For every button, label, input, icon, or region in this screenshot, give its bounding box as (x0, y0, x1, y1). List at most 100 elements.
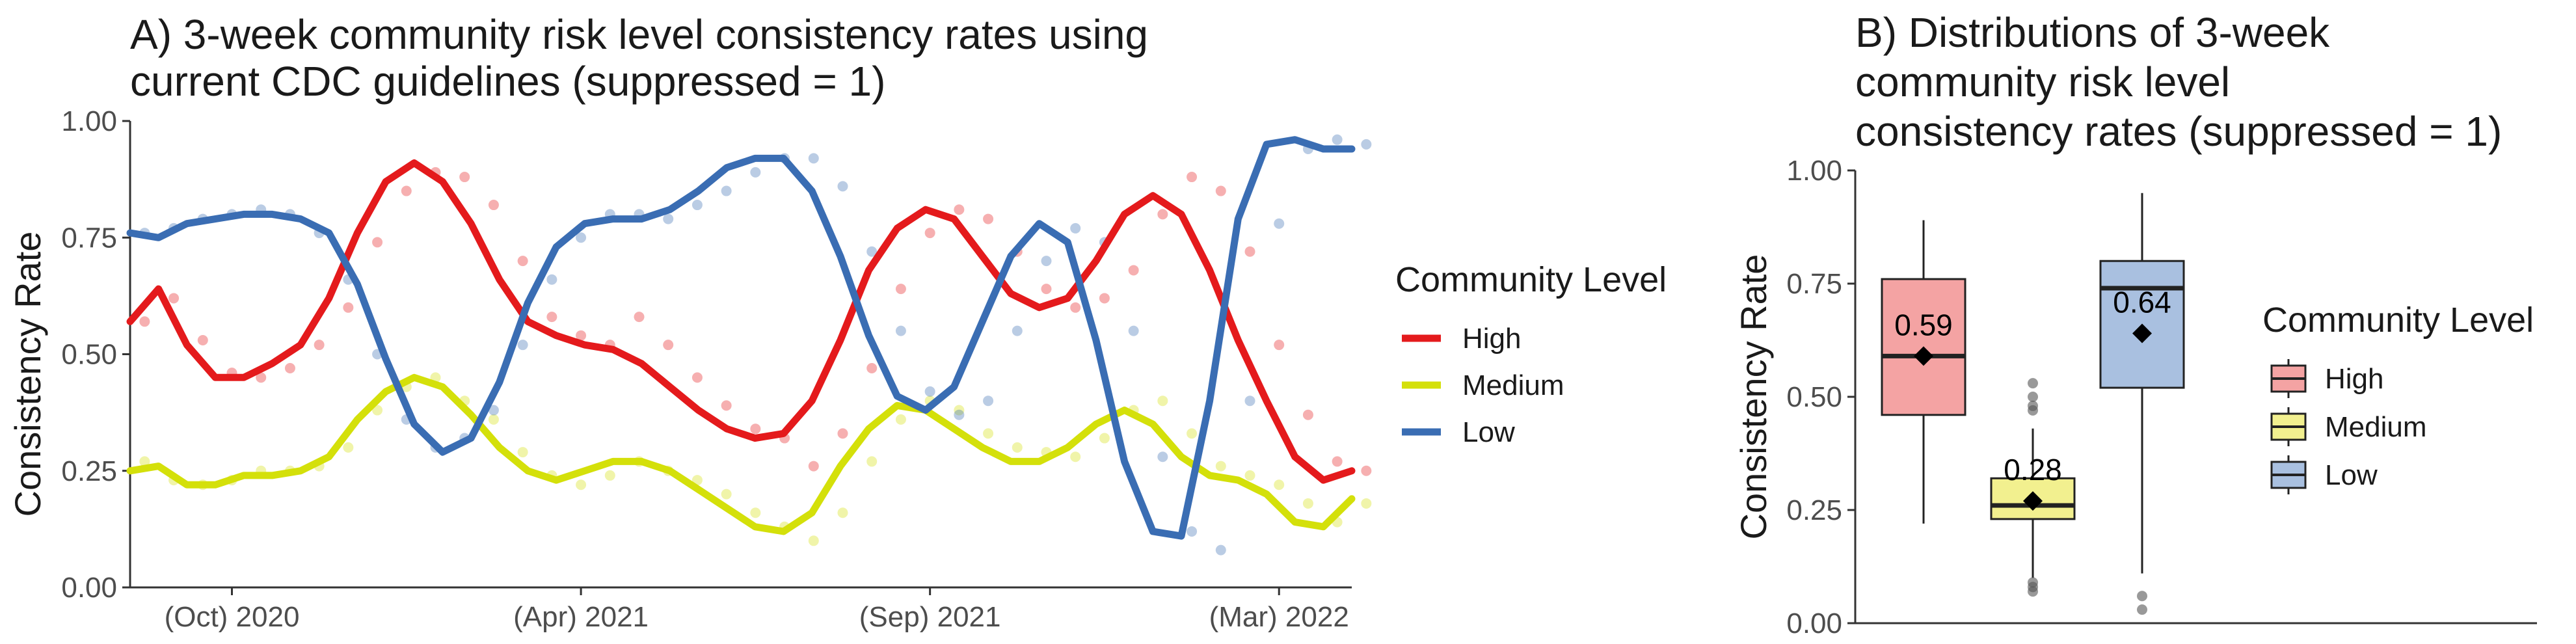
data-point-high (1332, 456, 1343, 467)
data-point-medium (895, 414, 906, 425)
data-point-medium (1070, 451, 1081, 463)
data-point-low (546, 274, 557, 285)
data-point-low (1274, 218, 1285, 229)
data-point-high (895, 284, 906, 295)
panel-a-x-ticks: (Oct) 2020 (Apr) 2021 (Sep) 2021 (Mar) 2022 (165, 587, 1349, 633)
data-point-high (546, 312, 557, 323)
y-tick-label: 0.00 (1786, 608, 1842, 639)
trend-line-high (126, 159, 1356, 484)
y-tick-label: 0.50 (1786, 381, 1842, 413)
data-point-medium (837, 507, 848, 518)
legend-label-low: Low (2325, 459, 2378, 491)
data-point-high (284, 363, 295, 374)
panel-b-title-line2: community risk level (1855, 59, 2230, 105)
data-point-high (488, 200, 499, 211)
data-point-medium (1012, 442, 1023, 453)
data-point-low (1012, 325, 1023, 336)
data-point-medium (576, 479, 587, 490)
data-point-low (954, 409, 965, 420)
legend-label-medium: Medium (1462, 369, 1564, 401)
x-tick-label: (Sep) 2021 (859, 601, 1001, 633)
data-point-low (983, 396, 994, 407)
data-point-high (372, 237, 383, 248)
panel-a-lines (126, 136, 1356, 540)
data-point-medium (721, 489, 732, 500)
data-point-low (808, 153, 819, 164)
data-point-high (1070, 302, 1081, 313)
data-point-high (1244, 246, 1255, 257)
outlier-point-medium (2028, 405, 2038, 416)
data-point-medium (691, 475, 703, 486)
mean-label-high: 0.59 (1894, 308, 1953, 342)
data-point-medium (343, 442, 354, 453)
panel-b: B) Distributions of 3-week community ris… (1733, 9, 2537, 639)
data-point-low (750, 167, 761, 178)
legend-label-high: High (1462, 323, 1522, 355)
data-point-high (517, 256, 528, 267)
x-tick-label: (Oct) 2020 (165, 601, 300, 633)
data-point-high (983, 213, 994, 224)
panel-a-title-line1: A) 3-week community risk level consisten… (130, 11, 1148, 58)
data-point-low (1157, 451, 1168, 463)
y-tick-label: 0.00 (61, 572, 117, 604)
panel-a: A) 3-week community risk level consisten… (7, 11, 1667, 633)
outlier-point-medium (2028, 586, 2038, 597)
data-point-medium (1099, 433, 1110, 444)
panel-a-legend-title: Community Level (1395, 260, 1667, 299)
data-point-high (197, 334, 208, 345)
data-point-high (343, 302, 354, 313)
data-point-high (1274, 340, 1285, 351)
data-point-high (459, 172, 470, 183)
data-point-medium (1274, 479, 1285, 490)
data-point-medium (139, 456, 150, 467)
data-point-high (1302, 409, 1313, 420)
data-point-high (808, 461, 819, 472)
panel-a-points (139, 134, 1372, 556)
data-point-low (488, 405, 499, 416)
panel-b-boxes: 0.59 0.28 0.64 (1881, 193, 2185, 615)
data-point-low (691, 200, 703, 211)
data-point-medium (1302, 498, 1313, 509)
data-point-high (634, 312, 645, 323)
data-point-medium (1244, 470, 1255, 481)
data-point-medium (517, 447, 528, 458)
data-point-high (866, 363, 878, 374)
data-point-high (314, 340, 325, 351)
panel-b-legend-title: Community Level (2262, 301, 2534, 340)
outlier-point-medium (2028, 392, 2038, 402)
data-point-low (1244, 396, 1255, 407)
data-point-low (576, 232, 587, 243)
y-tick-label: 0.25 (61, 455, 117, 487)
data-point-low (895, 325, 906, 336)
y-tick-label: 1.00 (1786, 155, 1842, 187)
data-point-high (401, 185, 412, 196)
data-point-low (1128, 325, 1139, 336)
data-point-low (1361, 139, 1372, 150)
data-point-medium (866, 456, 878, 467)
data-point-medium (1157, 396, 1168, 407)
trend-line-low (126, 136, 1356, 540)
legend-label-medium: Medium (2325, 411, 2427, 443)
data-point-high (663, 340, 674, 351)
data-point-low (1215, 544, 1226, 556)
data-point-medium (372, 405, 383, 416)
data-point-high (721, 400, 732, 411)
data-point-medium (488, 414, 499, 425)
data-point-medium (1215, 461, 1226, 472)
legend-label-high: High (2325, 363, 2384, 395)
y-tick-label: 0.75 (61, 222, 117, 254)
panel-b-y-ticks: 0.00 0.25 0.50 0.75 1.00 (1786, 155, 1855, 639)
data-point-medium (1187, 428, 1198, 439)
panel-b-legend: High Medium Low (2270, 359, 2427, 494)
data-point-low (866, 246, 878, 257)
data-point-high (1187, 172, 1198, 183)
x-tick-label: (Mar) 2022 (1209, 601, 1349, 633)
outlier-point-low (2137, 604, 2147, 615)
mean-marker-high (1914, 346, 1933, 366)
x-tick-label: (Apr) 2021 (513, 601, 649, 633)
panel-b-title-line3: consistency rates (suppressed = 1) (1855, 108, 2502, 155)
data-point-high (1361, 465, 1372, 476)
outlier-point-medium (2028, 378, 2038, 389)
data-point-low (1070, 222, 1081, 234)
